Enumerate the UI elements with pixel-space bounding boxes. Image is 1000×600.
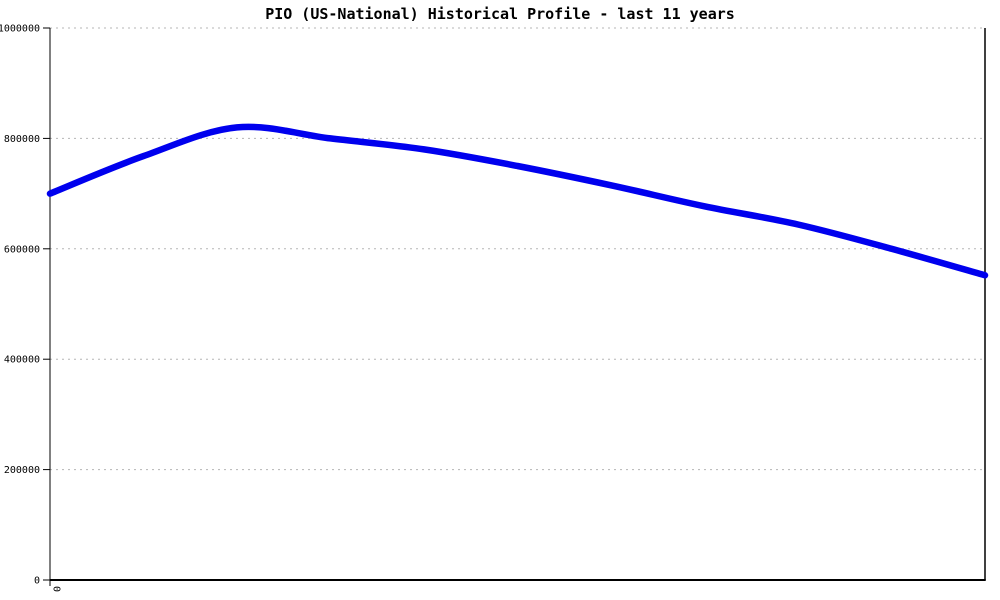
y-tick-label: 400000 — [4, 355, 40, 366]
chart-title: PIO (US-National) Historical Profile - l… — [265, 5, 735, 23]
data-line — [46, 123, 989, 279]
x-tick-label: 0 — [51, 586, 62, 592]
y-tick-label: 200000 — [4, 465, 40, 476]
y-tick-label: 0 — [34, 576, 40, 587]
y-tick-label: 600000 — [4, 244, 40, 255]
y-tick-label: 800000 — [4, 134, 40, 145]
y-tick-label: 1000000 — [0, 24, 40, 35]
